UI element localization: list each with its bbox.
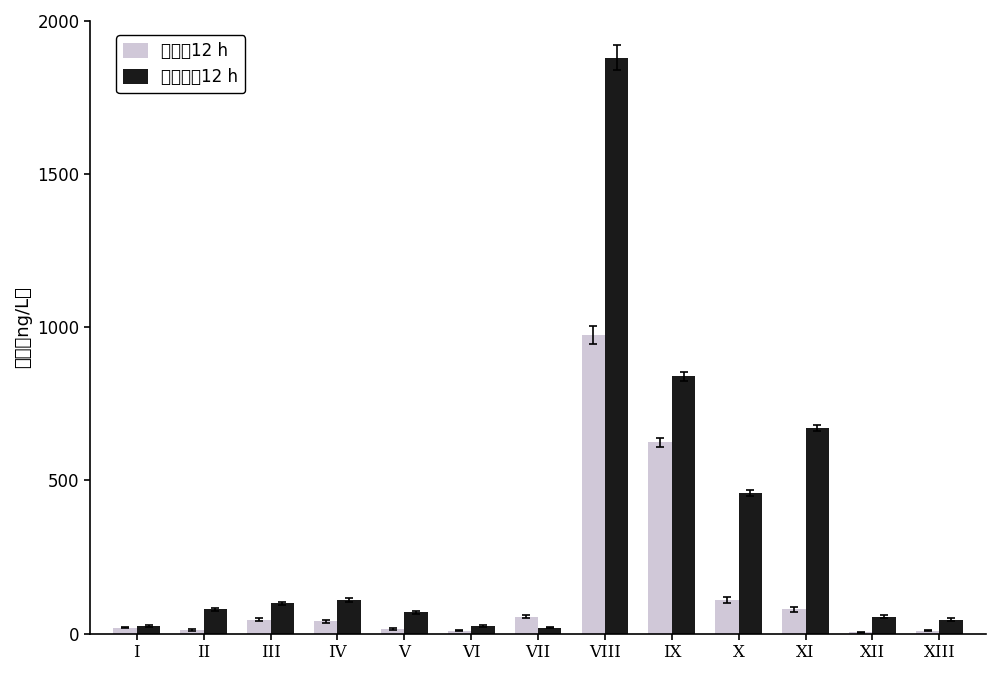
- Bar: [247, 620, 271, 634]
- Bar: [337, 600, 361, 634]
- Bar: [137, 626, 160, 634]
- Bar: [314, 622, 337, 634]
- Bar: [782, 609, 806, 634]
- Bar: [515, 617, 538, 634]
- Bar: [471, 626, 495, 634]
- Bar: [381, 629, 404, 634]
- Y-axis label: 浓度（ng/L）: 浓度（ng/L）: [14, 286, 32, 369]
- Bar: [648, 442, 672, 634]
- Bar: [739, 493, 762, 634]
- Bar: [448, 630, 471, 634]
- Bar: [404, 612, 428, 634]
- Bar: [806, 429, 829, 634]
- Bar: [180, 630, 204, 634]
- Bar: [672, 377, 695, 634]
- Bar: [939, 620, 963, 634]
- Bar: [605, 57, 628, 634]
- Bar: [582, 335, 605, 634]
- Bar: [916, 630, 939, 634]
- Bar: [538, 628, 561, 634]
- Bar: [715, 600, 739, 634]
- Bar: [204, 609, 227, 634]
- Bar: [849, 632, 872, 634]
- Bar: [872, 617, 896, 634]
- Legend: 氯消毕12 h, 氯胺消毕12 h: 氯消毕12 h, 氯胺消毕12 h: [116, 35, 245, 93]
- Bar: [113, 628, 137, 634]
- Bar: [271, 603, 294, 634]
